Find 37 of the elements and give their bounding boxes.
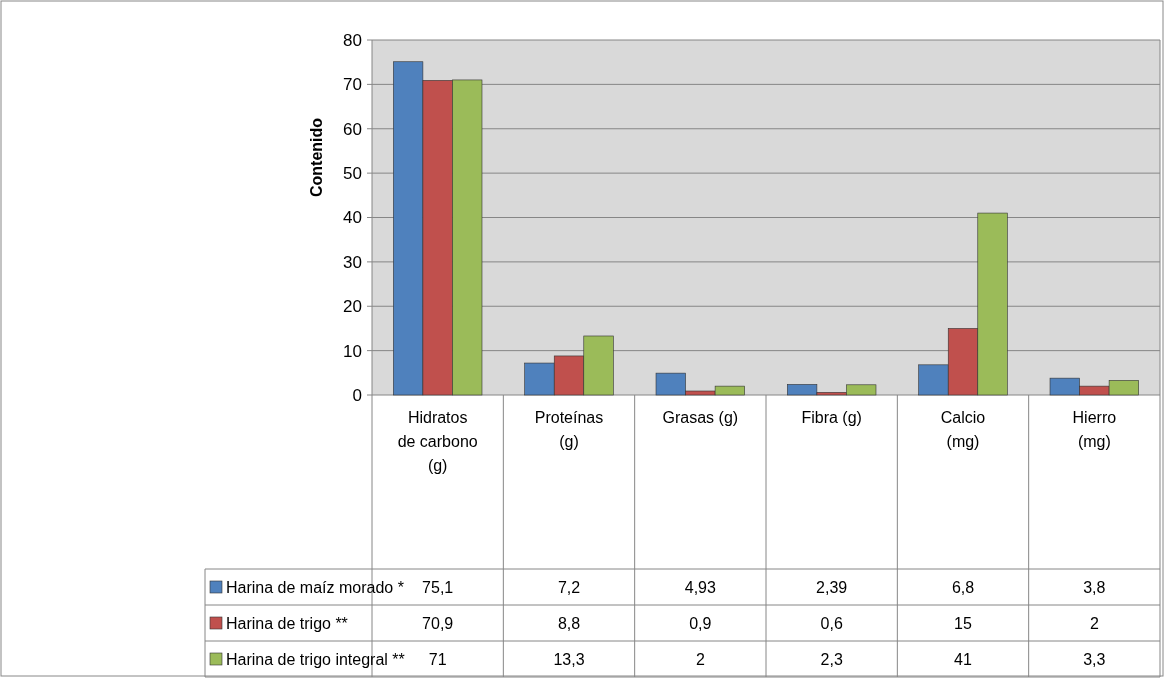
x-tick-label: Fibra (g) <box>801 409 862 426</box>
data-label: 70,9 <box>422 614 454 632</box>
data-label: 2 <box>1089 614 1099 632</box>
data-label: 7,2 <box>557 578 581 596</box>
data-label: 3,3 <box>1083 650 1106 668</box>
data-label: 75,1 <box>422 578 454 596</box>
y-tick-label: 80 <box>343 30 362 50</box>
data-label: 41 <box>954 650 972 668</box>
data-label: 6,8 <box>951 578 975 596</box>
legend-label: Harina de trigo ** <box>226 614 348 632</box>
data-label: 2,3 <box>820 650 843 668</box>
data-label: 71 <box>428 650 447 668</box>
y-axis-title: Contenido <box>308 117 325 198</box>
y-tick-label: 30 <box>343 252 362 272</box>
x-tick-label: Proteínas (g) <box>534 409 604 450</box>
legend-label: Harina de trigo integral ** <box>226 650 405 668</box>
legend-label: Harina de maíz morado * <box>226 578 404 596</box>
y-tick-label: 40 <box>343 208 362 228</box>
y-tick-label: 20 <box>343 297 362 317</box>
x-tick-label: Hierro (mg) <box>1072 409 1117 450</box>
data-label: 15 <box>954 614 972 632</box>
y-tick-label: 60 <box>343 119 362 139</box>
data-label: 3,8 <box>1083 578 1106 596</box>
x-tick-label: Calcio (mg) <box>940 409 986 450</box>
data-label: 8,8 <box>557 614 581 632</box>
data-label: 2,39 <box>816 578 848 596</box>
data-label: 0,6 <box>820 614 843 632</box>
data-label: 4,93 <box>684 578 717 596</box>
x-tick-label: Grasas (g) <box>662 409 739 426</box>
y-tick-label: 50 <box>343 164 362 184</box>
y-tick-label: 0 <box>352 385 362 405</box>
y-tick-label: 10 <box>343 341 362 361</box>
x-tick-label: Hidratos de carbono (g) <box>397 409 478 474</box>
data-label: 2 <box>695 650 705 668</box>
data-label: 0,9 <box>689 614 712 632</box>
data-label: 13,3 <box>553 650 585 668</box>
y-tick-label: 70 <box>343 75 362 95</box>
